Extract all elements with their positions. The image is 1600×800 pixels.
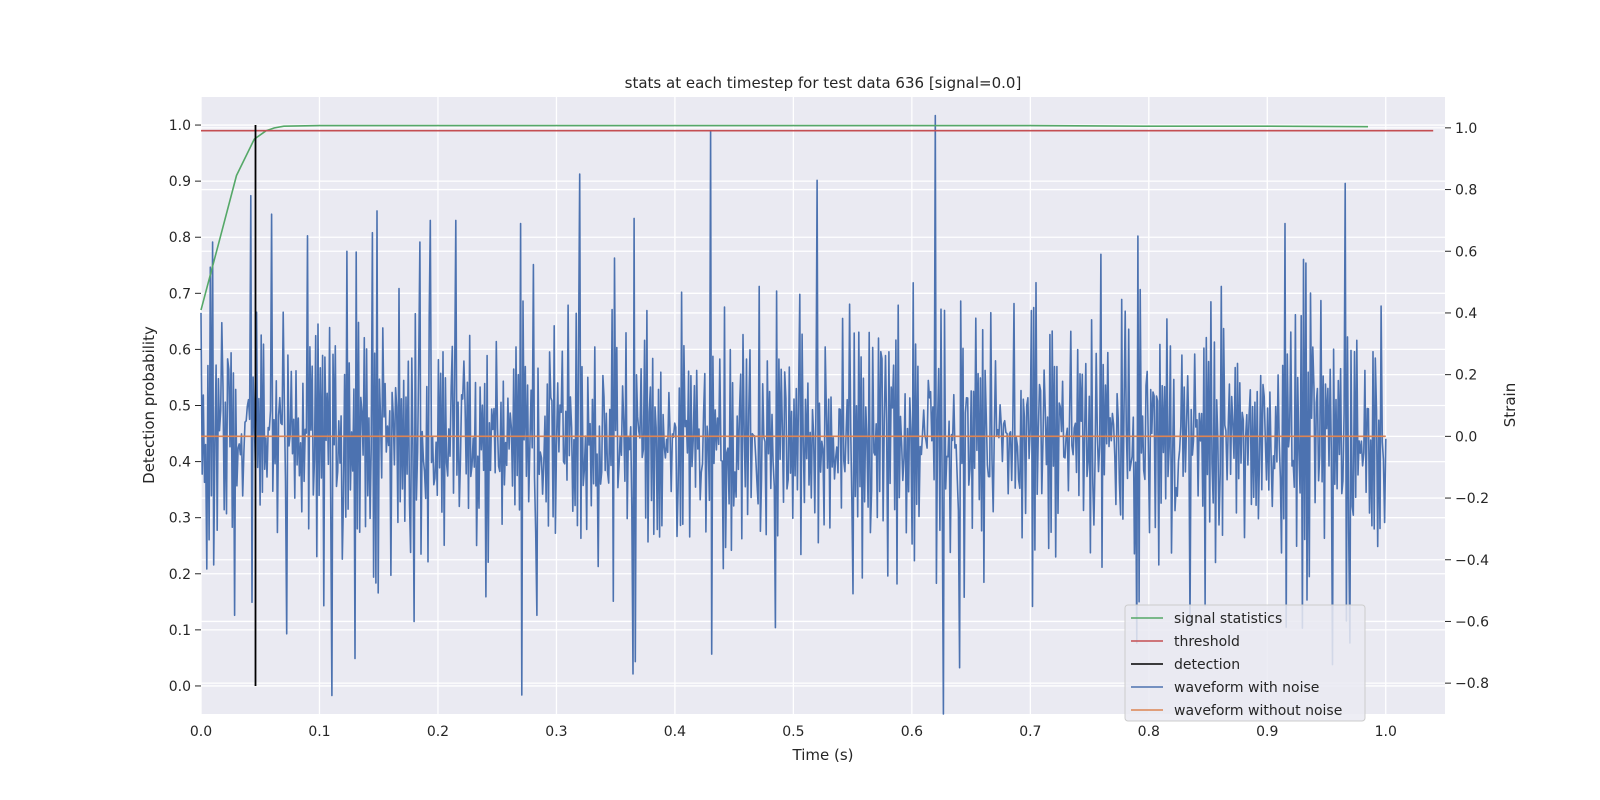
legend: signal statistics threshold detection wa… [1124, 604, 1366, 722]
y-left-axis-label: Detection probability [140, 326, 158, 484]
legend-label-detection: detection [1174, 657, 1240, 673]
x-tick-label: 0.2 [427, 724, 449, 740]
series-layer [200, 114, 1434, 715]
legend-box [1124, 604, 1366, 722]
legend-label-threshold: threshold [1174, 634, 1240, 650]
y-left-tick-labels: 0.0 0.1 0.2 0.3 0.4 0.5 0.6 0.7 0.8 0.9 1.0 [169, 118, 201, 695]
y-right-tick-label: 0.8 [1455, 183, 1477, 199]
y-right-tick-label: −0.8 [1455, 676, 1489, 692]
y-right-tick-label: 0.4 [1455, 306, 1477, 322]
y-left-tick-label: 0.5 [169, 399, 191, 415]
x-tick-label: 0.6 [901, 724, 923, 740]
series-line-waveform-with-noise [200, 114, 1387, 715]
x-tick-label: 0.7 [1019, 724, 1041, 740]
y-left-tick-label: 0.4 [169, 455, 191, 471]
y-left-tick-label: 0.0 [169, 679, 191, 695]
x-tick-label: 0.8 [1138, 724, 1160, 740]
y-right-tick-label: 0.6 [1455, 244, 1477, 260]
y-right-tick-label: −0.2 [1455, 491, 1489, 507]
legend-label-waveform-with-noise: waveform with noise [1174, 680, 1319, 696]
x-axis-label: Time (s) [792, 746, 854, 764]
x-tick-label: 0.4 [664, 724, 686, 740]
y-left-tick-label: 0.2 [169, 567, 191, 583]
y-left-tick-label: 0.7 [169, 286, 191, 302]
series-line-signal-statistics [200, 124, 1369, 311]
y-left-tick-label: 0.1 [169, 623, 191, 639]
y-right-tick-labels: −0.8 −0.6 −0.4 −0.2 0.0 0.2 0.4 0.6 0.8 1.0 [1445, 121, 1489, 692]
x-tick-label: 0.9 [1256, 724, 1278, 740]
x-tick-labels: 0.0 0.1 0.2 0.3 0.4 0.5 0.6 0.7 0.8 0.9 1.0 [190, 724, 1397, 740]
x-tick-label: 0.1 [308, 724, 330, 740]
y-right-tick-label: 0.2 [1455, 368, 1477, 384]
y-left-tick-label: 0.3 [169, 511, 191, 527]
legend-label-signal-statistics: signal statistics [1174, 611, 1282, 627]
y-right-tick-label: 1.0 [1455, 121, 1477, 137]
y-left-tick-label: 0.9 [169, 174, 191, 190]
x-tick-label: 0.0 [190, 724, 212, 740]
legend-label-waveform-without-noise: waveform without noise [1174, 703, 1342, 719]
y-left-tick-label: 1.0 [169, 118, 191, 134]
y-right-tick-label: −0.6 [1455, 614, 1489, 630]
y-right-axis-label: Strain [1501, 383, 1519, 427]
chart-title: stats at each timestep for test data 636… [625, 74, 1022, 92]
x-tick-label: 0.5 [782, 724, 804, 740]
y-right-tick-label: −0.4 [1455, 553, 1489, 569]
y-right-tick-label: 0.0 [1455, 429, 1477, 445]
x-tick-label: 0.3 [545, 724, 567, 740]
y-left-tick-label: 0.6 [169, 342, 191, 358]
x-tick-label: 1.0 [1375, 724, 1397, 740]
y-left-tick-label: 0.8 [169, 230, 191, 246]
